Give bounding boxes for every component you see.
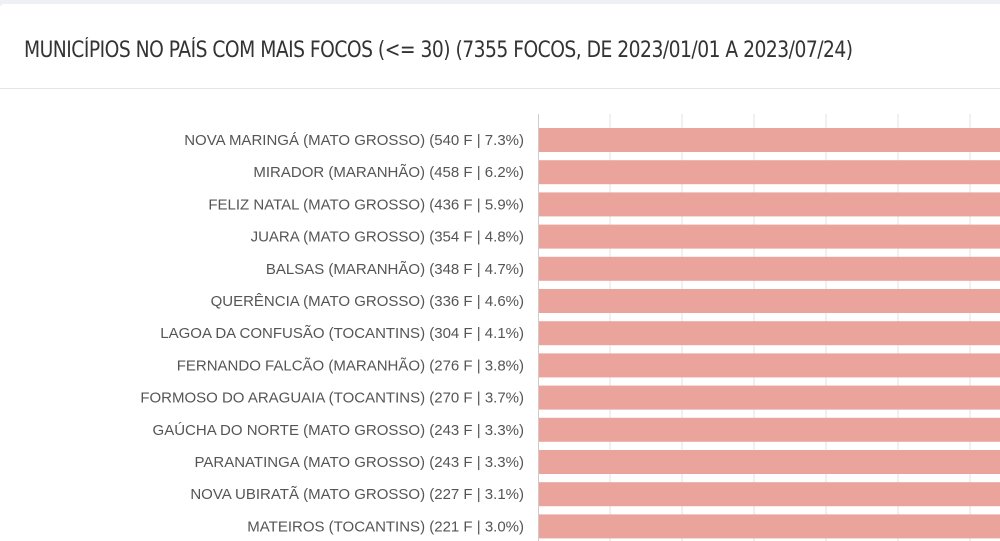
category-label: MATEIROS (TOCANTINS) (221 F | 3.0%)	[247, 518, 524, 535]
bar[interactable]	[539, 321, 1000, 346]
category-label: PARANATINGA (MATO GROSSO) (243 F | 3.3%)	[194, 454, 524, 471]
bar[interactable]	[539, 417, 1000, 442]
category-label: QUERÊNCIA (MATO GROSSO) (336 F | 4.6%)	[211, 293, 524, 310]
category-label: GAÚCHA DO NORTE (MATO GROSSO) (243 F | 3…	[153, 422, 524, 439]
category-label: LAGOA DA CONFUSÃO (TOCANTINS) (304 F | 4…	[160, 325, 524, 342]
category-label: NOVA UBIRATÃ (MATO GROSSO) (227 F | 3.1%…	[190, 486, 524, 503]
category-label: BALSAS (MARANHÃO) (348 F | 4.7%)	[266, 261, 524, 278]
bar[interactable]	[539, 482, 1000, 507]
card-header: MUNICÍPIOS NO PAÍS COM MAIS FOCOS (<= 30…	[0, 4, 1000, 89]
bar[interactable]	[539, 289, 1000, 313]
bar[interactable]	[539, 450, 1000, 474]
bar[interactable]	[539, 256, 1000, 281]
chart-title: MUNICÍPIOS NO PAÍS COM MAIS FOCOS (<= 30…	[24, 38, 853, 63]
bar-chart: NOVA MARINGÁ (MATO GROSSO) (540 F | 7.3%…	[140, 114, 1000, 541]
chart-card: MUNICÍPIOS NO PAÍS COM MAIS FOCOS (<= 30…	[0, 4, 1000, 541]
bar[interactable]	[539, 514, 1000, 539]
category-label: MIRADOR (MARANHÃO) (458 F | 6.2%)	[253, 164, 524, 181]
bar[interactable]	[539, 224, 1000, 249]
category-label: JUARA (MATO GROSSO) (354 F | 4.8%)	[251, 229, 524, 246]
category-label: FELIZ NATAL (MATO GROSSO) (436 F | 5.9%)	[208, 196, 524, 213]
bar[interactable]	[539, 128, 1000, 152]
category-label: FORMOSO DO ARAGUAIA (TOCANTINS) (270 F |…	[140, 390, 524, 407]
bar[interactable]	[539, 385, 1000, 410]
bar[interactable]	[539, 353, 1000, 378]
bar[interactable]	[539, 192, 1000, 217]
category-label: NOVA MARINGÁ (MATO GROSSO) (540 F | 7.3%…	[184, 132, 524, 149]
category-label: FERNANDO FALCÃO (MARANHÃO) (276 F | 3.8%…	[177, 357, 524, 374]
bar[interactable]	[539, 160, 1000, 185]
